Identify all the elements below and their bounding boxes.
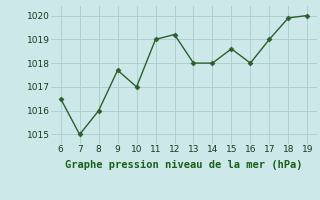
X-axis label: Graphe pression niveau de la mer (hPa): Graphe pression niveau de la mer (hPa) (65, 160, 303, 170)
